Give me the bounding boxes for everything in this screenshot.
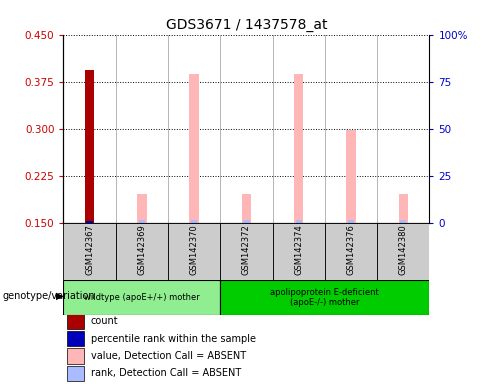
Bar xyxy=(67,331,83,346)
Bar xyxy=(168,223,220,280)
Bar xyxy=(67,366,83,381)
Text: wildtype (apoE+/+) mother: wildtype (apoE+/+) mother xyxy=(84,293,200,302)
Bar xyxy=(296,220,302,223)
Bar xyxy=(189,74,199,223)
Text: GSM142372: GSM142372 xyxy=(242,224,251,275)
Bar xyxy=(63,280,220,315)
Text: ▶: ▶ xyxy=(56,291,63,301)
Text: GSM142370: GSM142370 xyxy=(190,224,199,275)
Bar xyxy=(67,314,83,329)
Bar xyxy=(220,223,273,280)
Bar xyxy=(325,223,377,280)
Bar xyxy=(377,223,429,280)
Text: GSM142380: GSM142380 xyxy=(399,224,408,275)
Bar xyxy=(242,195,251,223)
Bar xyxy=(85,70,94,223)
Bar xyxy=(191,220,197,223)
Text: value, Detection Call = ABSENT: value, Detection Call = ABSENT xyxy=(91,351,246,361)
Bar xyxy=(346,130,356,223)
Bar xyxy=(273,223,325,280)
Bar xyxy=(400,220,407,223)
Bar xyxy=(86,221,93,223)
Text: GSM142374: GSM142374 xyxy=(294,224,303,275)
Bar xyxy=(67,348,83,364)
Bar xyxy=(139,220,145,223)
Bar xyxy=(220,280,429,315)
Text: rank, Detection Call = ABSENT: rank, Detection Call = ABSENT xyxy=(91,368,241,378)
Text: count: count xyxy=(91,316,119,326)
Bar xyxy=(63,223,116,280)
Text: GSM142369: GSM142369 xyxy=(137,224,146,275)
Bar xyxy=(399,195,408,223)
Title: GDS3671 / 1437578_at: GDS3671 / 1437578_at xyxy=(166,18,327,32)
Bar xyxy=(137,195,146,223)
Bar xyxy=(116,223,168,280)
Bar xyxy=(244,220,249,223)
Bar xyxy=(294,74,304,223)
Bar xyxy=(348,220,354,223)
Text: GSM142367: GSM142367 xyxy=(85,224,94,275)
Text: genotype/variation: genotype/variation xyxy=(2,291,95,301)
Text: apolipoprotein E-deficient
(apoE-/-) mother: apolipoprotein E-deficient (apoE-/-) mot… xyxy=(270,288,379,307)
Text: percentile rank within the sample: percentile rank within the sample xyxy=(91,334,256,344)
Text: GSM142376: GSM142376 xyxy=(346,224,356,275)
